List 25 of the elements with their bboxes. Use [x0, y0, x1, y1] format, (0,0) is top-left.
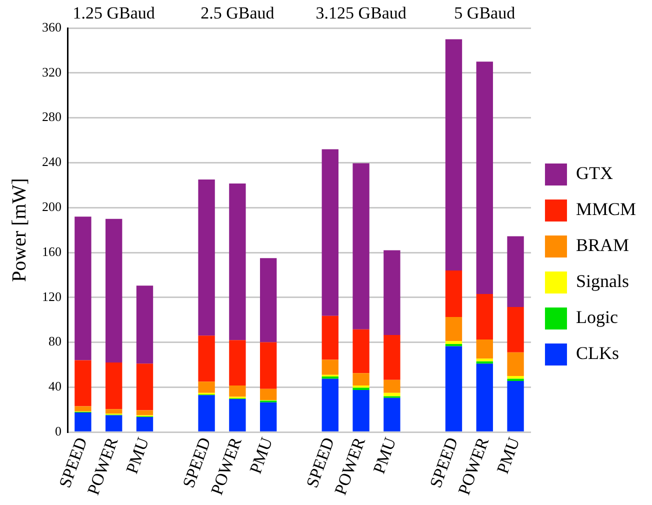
legend-label: Logic: [576, 307, 618, 328]
legend-label: BRAM: [576, 235, 629, 256]
y-tick-label: 80: [48, 334, 62, 349]
y-tick-label: 120: [42, 288, 62, 304]
y-tick-label: 360: [42, 19, 62, 34]
y-tick-label: 0: [55, 424, 62, 439]
x-tick-label: PMU: [493, 435, 524, 476]
text: 5 GBaud: [454, 3, 516, 22]
legend-label: CLKs: [576, 343, 619, 364]
text: 2.5 GBaud: [200, 3, 275, 22]
y-tick-label: 200: [42, 199, 62, 214]
y-tick-label: 240: [42, 154, 62, 170]
y-tick-label: 320: [42, 64, 62, 80]
legend-label: GTX: [576, 163, 613, 184]
y-axis-title: Power [mW]: [8, 178, 30, 282]
y-tick-label: 160: [42, 244, 62, 259]
x-tick-label: PMU: [122, 435, 153, 476]
y-tick-label: 40: [48, 378, 62, 394]
x-tick-label: PMU: [246, 435, 276, 476]
y-tick-label: 280: [42, 109, 62, 124]
legend-label: MMCM: [576, 199, 636, 220]
text: 3.125 GBaud: [316, 3, 407, 22]
text: 1.25 GBaud: [72, 3, 156, 22]
legend-label: Signals: [576, 271, 629, 292]
x-tick-label: PMU: [369, 435, 400, 476]
